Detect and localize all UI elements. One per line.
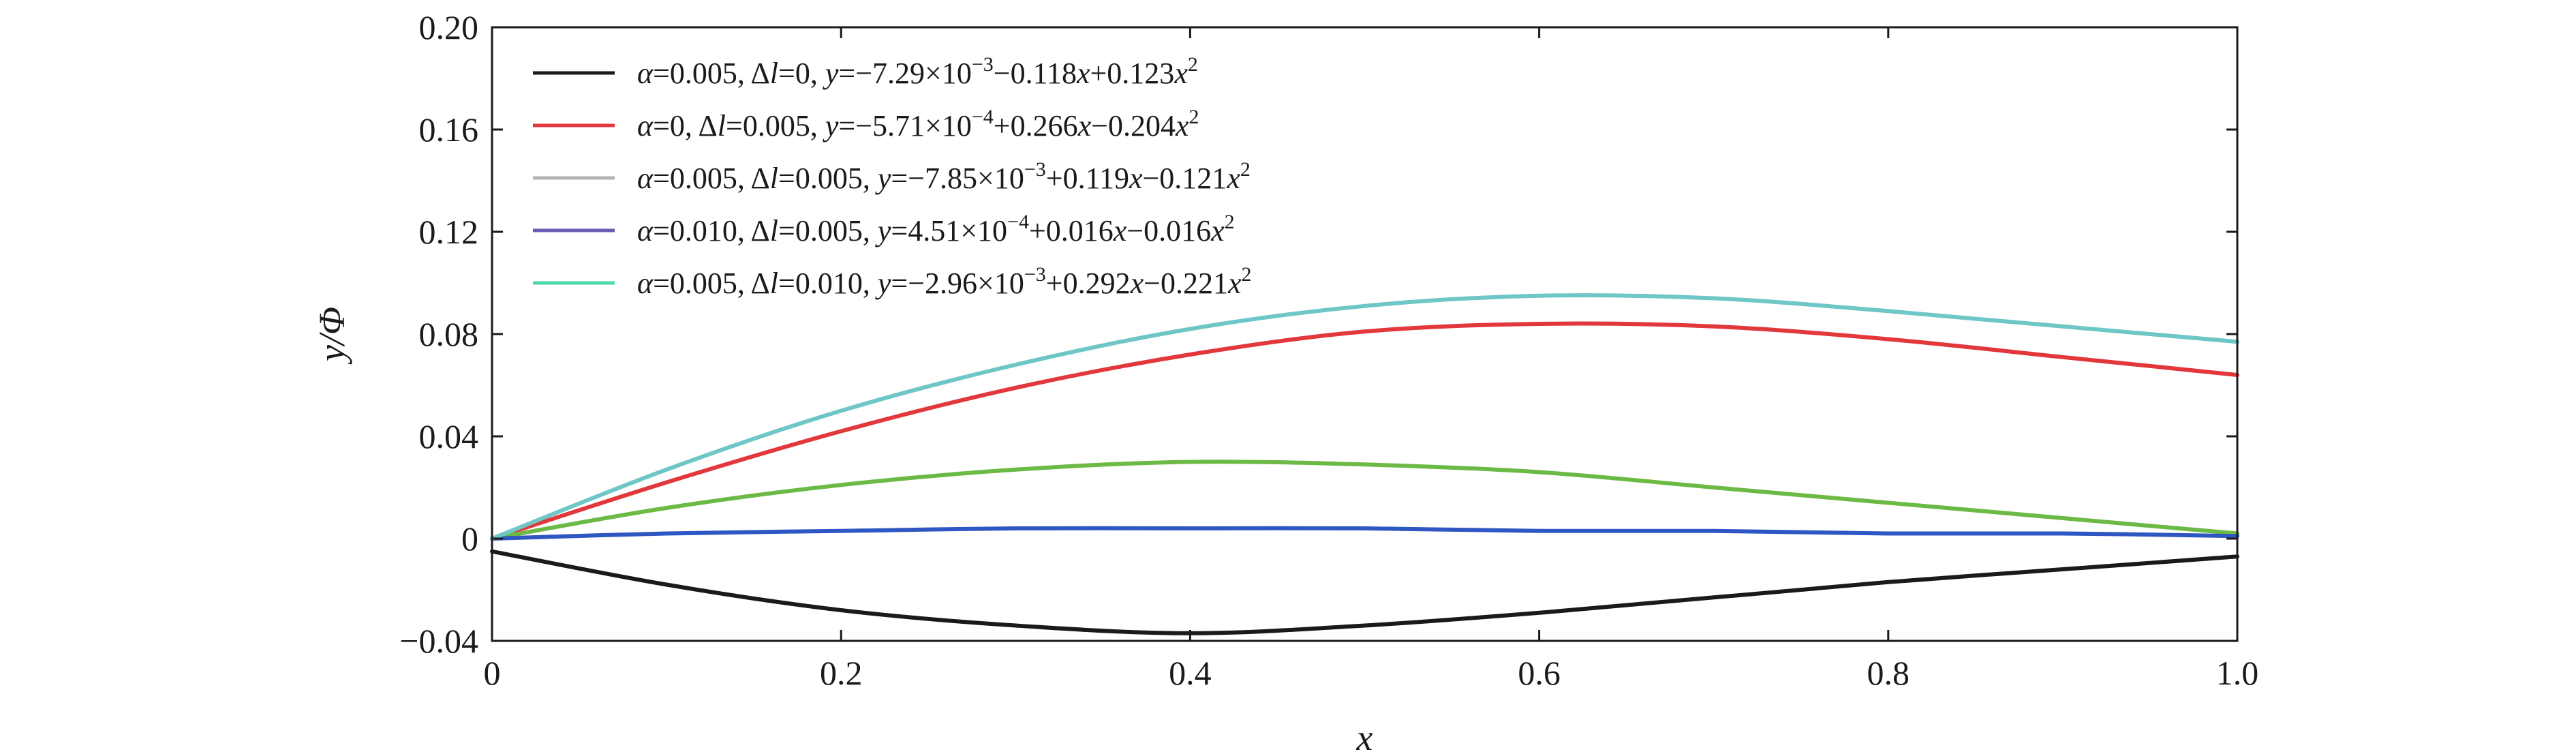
series-line-5 [490, 293, 2239, 541]
series-line-3 [490, 460, 2239, 541]
legend-entry-4: α=0.010, Δl=0.005, y=4.51×10−4​+0.016x−0… [637, 211, 1235, 247]
y-tick-label: 0.16 [419, 110, 479, 149]
y-tick-label: 0.04 [419, 417, 479, 455]
series-line-4 [490, 526, 2239, 541]
x-tick-label: 1.0 [2216, 654, 2259, 692]
legend-entry-1: α=0.005, Δl=0, y=−7.29×10−3​−0.118x+0.12… [637, 53, 1198, 90]
axis-ticks: 0 0.2 0.4 0.6 0.8 1.00.200.160.120.080.040−0.… [399, 8, 2258, 692]
series-lines [490, 293, 2239, 635]
y-tick-label: 0.08 [419, 315, 479, 353]
x-tick-label: 0 [484, 654, 501, 692]
x-tick-label: 0.8 [1867, 654, 1910, 692]
x-axis-title: x [1356, 717, 1373, 752]
x-tick-label: 0.4 [1169, 654, 1212, 692]
y-tick-label: 0.12 [419, 213, 479, 251]
legend-entry-2: α=0, Δl=0.005, y=−5.71×10−4​+0.266x−0.20… [637, 106, 1199, 142]
legend: α=0.005, Δl=0, y=−7.29×10−3​−0.118x+0.12… [533, 53, 1251, 300]
series-line-1 [490, 549, 2239, 635]
x-tick-label: 0.6 [1518, 654, 1561, 692]
legend-entry-3: α=0.005, Δl=0.005, y=−7.85×10−3​+0.119x−… [637, 158, 1251, 195]
legend-entry-5: α=0.005, Δl=0.010, y=−2.96×10−3​+0.292x−… [637, 263, 1251, 300]
y-tick-label: −0.04 [399, 622, 478, 660]
y-axis-title: y/Φ [311, 307, 352, 365]
y-tick-label: 0.20 [419, 8, 479, 46]
series-line-2 [490, 321, 2239, 541]
x-tick-label: 0.2 [820, 654, 863, 692]
y-tick-label: 0 [461, 520, 478, 558]
